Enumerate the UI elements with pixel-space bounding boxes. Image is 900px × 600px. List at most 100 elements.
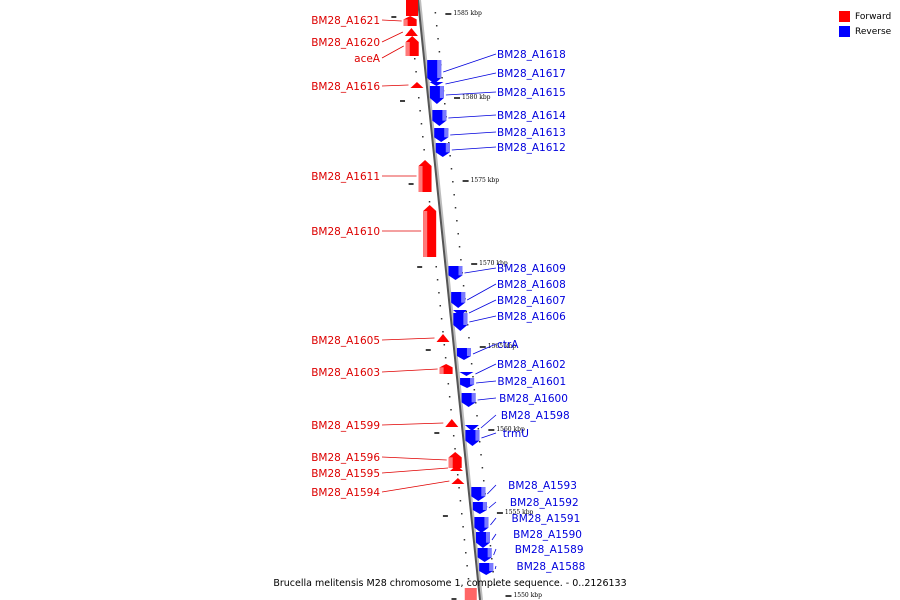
gene-arrow-highlight xyxy=(481,487,486,497)
gene-label-reverse: BM28_A1602 xyxy=(497,359,566,371)
grid-dot xyxy=(443,344,446,346)
gene-label-reverse: BM28_A1615 xyxy=(497,87,566,99)
grid-dot xyxy=(423,149,425,151)
grid-dot xyxy=(419,110,421,112)
grid-dot xyxy=(447,383,450,385)
gene-arrow-highlight xyxy=(405,42,410,56)
grid-dot xyxy=(452,435,455,437)
gene-label-forward: BM28_A1620 xyxy=(311,37,380,49)
gene-leader-line xyxy=(381,480,450,493)
grid-dot xyxy=(442,331,444,333)
gene-arrow-reverse[interactable] xyxy=(464,425,479,431)
gene-arrow-highlight xyxy=(485,532,490,543)
gene-label-forward: BM28_A1605 xyxy=(311,335,380,347)
gene-label-forward: aceA xyxy=(354,53,381,65)
gene-leader-line xyxy=(381,467,449,474)
gene-arrow-forward[interactable] xyxy=(406,0,418,16)
grid-dot xyxy=(458,487,460,489)
gene-arrow-highlight xyxy=(439,367,444,374)
gene-label-forward: BM28_A1621 xyxy=(311,15,380,27)
gene-arrow-highlight xyxy=(471,393,476,403)
tick-label: 1555 kbp xyxy=(505,509,534,516)
gene-leader-line xyxy=(381,337,435,341)
gene-label-forward: BM28_A1610 xyxy=(311,226,380,238)
gene-arrow-reverse[interactable] xyxy=(429,82,444,86)
grid-dot xyxy=(460,259,462,261)
grid-dot xyxy=(492,571,494,573)
grid-dot xyxy=(457,233,459,235)
tick-label: 1575 kbp xyxy=(471,177,500,184)
gene-leader-line xyxy=(381,19,402,22)
gene-arrow-highlight xyxy=(423,211,428,257)
gene-leader-line xyxy=(480,414,497,429)
grid-dot xyxy=(448,142,450,144)
grid-dot xyxy=(435,266,437,268)
gene-leader-line xyxy=(445,72,497,85)
legend-forward-label: Forward xyxy=(855,11,892,22)
gene-label-forward: BM28_A1599 xyxy=(311,420,380,432)
gene-leader-line xyxy=(445,91,497,96)
gene-leader-line xyxy=(469,315,497,323)
grid-dot xyxy=(462,526,464,528)
gene-leader-line xyxy=(494,565,497,570)
gene-label-forward: BM28_A1603 xyxy=(311,367,380,379)
grid-dot xyxy=(470,363,473,365)
gene-arrow-highlight xyxy=(439,86,444,98)
gene-arrow-forward[interactable] xyxy=(404,28,418,36)
gene-label-reverse: BM28_A1588 xyxy=(516,561,585,573)
grid-dot xyxy=(436,279,439,281)
tick-label: 1560 kbp xyxy=(496,426,525,433)
gene-leader-line xyxy=(477,397,497,401)
grid-dot xyxy=(440,318,443,320)
gene-leader-line xyxy=(451,146,497,151)
gene-arrow-highlight xyxy=(437,60,442,78)
grid-dot xyxy=(420,123,423,125)
gene-leader-line xyxy=(466,283,497,301)
grid-dot xyxy=(441,77,443,79)
gene-leader-line xyxy=(464,267,497,274)
gene-arrow-reverse[interactable] xyxy=(459,372,474,376)
grid-dot xyxy=(449,155,451,157)
gene-label-reverse: BM28_A1608 xyxy=(497,279,566,291)
gene-label-reverse: BM28_A1589 xyxy=(515,544,584,556)
gene-arrow-highlight xyxy=(403,19,408,26)
grid-dot xyxy=(437,38,439,40)
grid-dot xyxy=(489,545,492,547)
gene-leader-line xyxy=(468,299,497,314)
grid-dot xyxy=(462,285,465,287)
gene-arrow-highlight xyxy=(461,292,466,303)
gene-arrow-highlight xyxy=(482,502,487,510)
gene-label-forward: BM28_A1616 xyxy=(311,81,380,93)
gene-label-forward: BM28_A1611 xyxy=(311,171,380,183)
grid-dot xyxy=(450,168,453,170)
gene-label-reverse: BM28_A1591 xyxy=(512,513,581,525)
gene-arrow-forward[interactable] xyxy=(464,588,477,600)
grid-dot xyxy=(456,220,458,222)
gene-label-reverse: BM28_A1614 xyxy=(497,110,566,122)
gene-leader-line xyxy=(381,422,444,426)
gene-label-forward: BM28_A1594 xyxy=(311,487,380,499)
gene-leader-line xyxy=(450,131,497,136)
gene-arrow-forward[interactable] xyxy=(451,478,465,484)
gene-arrow-highlight xyxy=(442,110,447,121)
grid-dot xyxy=(444,103,446,105)
gene-leader-line xyxy=(448,114,497,119)
grid-dot xyxy=(458,246,461,248)
grid-dot xyxy=(491,558,493,560)
gene-arrow-highlight xyxy=(418,166,423,192)
gene-arrow-highlight xyxy=(444,128,449,138)
map-caption: Brucella melitensis M28 chromosome 1, co… xyxy=(273,578,627,589)
gene-arrow-forward[interactable] xyxy=(410,82,424,88)
gene-label-reverse: BM28_A1598 xyxy=(501,410,570,422)
gene-arrow-forward[interactable] xyxy=(445,419,459,427)
gene-label-reverse: BM28_A1606 xyxy=(497,311,566,323)
gene-arrow-forward[interactable] xyxy=(436,334,450,342)
tick-label: 1550 kbp xyxy=(513,592,542,599)
gene-label-reverse: BM28_A1592 xyxy=(510,497,579,509)
grid-dot xyxy=(468,337,470,339)
grid-dot xyxy=(418,97,420,99)
gene-leader-line xyxy=(472,343,497,355)
gene-leader-line xyxy=(491,533,497,541)
grid-dot xyxy=(459,500,462,502)
gene-arrow-forward[interactable] xyxy=(450,465,464,471)
